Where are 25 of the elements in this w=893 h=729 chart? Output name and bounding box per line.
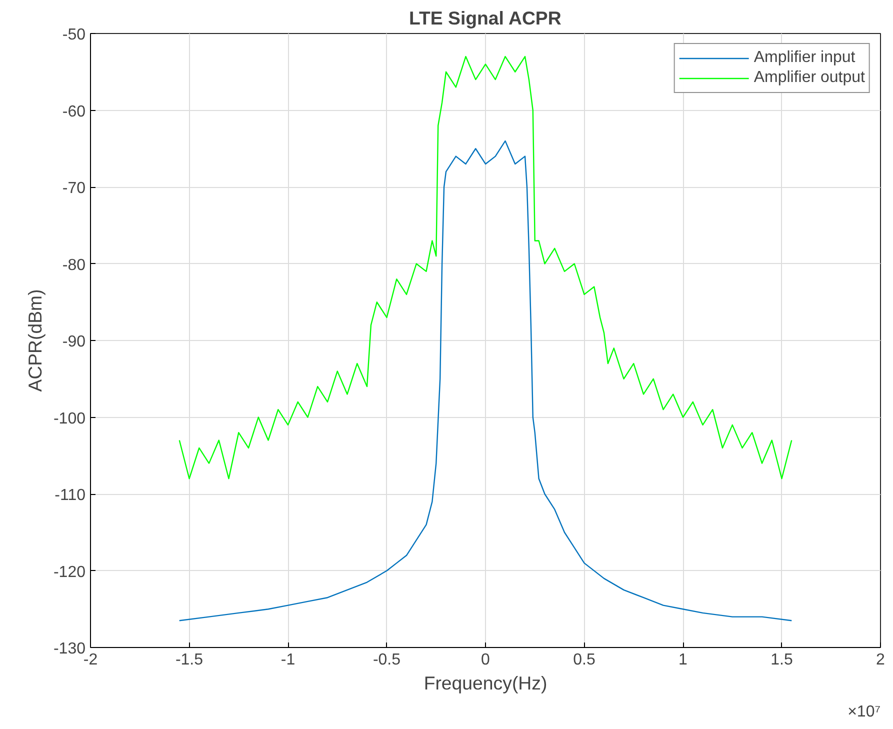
x-tick-label: -1.5 — [175, 652, 204, 668]
y-tick-label: -110 — [54, 487, 86, 504]
y-tick-label: -50 — [62, 26, 86, 44]
text: ×10⁷ — [848, 704, 881, 720]
y-tick-label: -130 — [53, 640, 86, 658]
x-tick-label: -0.5 — [372, 652, 401, 668]
legend-label: Amplifier input — [754, 49, 856, 67]
y-axis-title: ACPR(dBm) — [24, 289, 46, 392]
x-tick-label: 1.5 — [770, 652, 793, 668]
x-tick-label: -1 — [280, 652, 296, 668]
x-tick-label: 0 — [481, 652, 490, 668]
y-tick-label: -60 — [62, 103, 86, 120]
line-series — [178, 140, 792, 622]
chart-title: LTE Signal ACPR — [408, 8, 562, 28]
x-axis-title: Frequency(Hz) — [424, 672, 548, 694]
y-tick-label: -120 — [53, 564, 86, 581]
y-tick-label: -80 — [62, 256, 86, 274]
x-tick-label: -2 — [83, 652, 98, 668]
y-tick-label: -70 — [62, 180, 86, 197]
y-tick-label: -90 — [62, 334, 86, 350]
legend-label: Amplifier output — [754, 69, 865, 87]
y-tick-label: -100 — [53, 410, 86, 428]
x-tick-label: 2 — [876, 652, 886, 668]
x-tick-label: 0.5 — [573, 652, 596, 668]
x-tick-label: 1 — [678, 652, 688, 668]
